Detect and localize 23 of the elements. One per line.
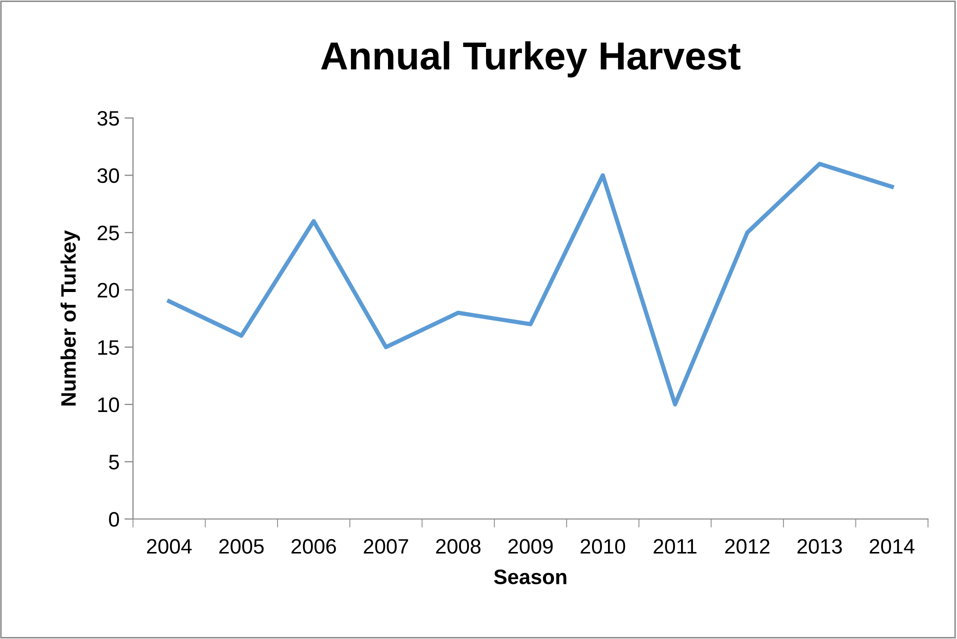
x-tick-label: 2006 <box>292 538 336 554</box>
y-tick-label: 0 <box>109 512 119 527</box>
y-tick-label: 35 <box>97 111 119 126</box>
x-tick-label: 2011 <box>654 538 696 554</box>
chart-title: Annual Turkey Harvest <box>321 41 740 78</box>
y-tick-label: 10 <box>98 397 119 412</box>
x-tick-label: 2008 <box>436 538 480 554</box>
y-tick-label: 15 <box>98 340 119 355</box>
x-axis-title: Season <box>494 570 566 584</box>
x-tick-label: 2007 <box>364 538 408 554</box>
y-tick-label: 25 <box>98 226 119 240</box>
y-tick-label: 20 <box>98 282 119 298</box>
x-tick-label: 2004 <box>147 538 192 554</box>
x-tick-label: 2014 <box>870 538 914 554</box>
x-tick-label: 2010 <box>580 538 626 554</box>
x-tick-label: 2012 <box>725 538 770 554</box>
x-tick-label: 2009 <box>508 538 553 554</box>
x-tick-label: 2013 <box>797 538 842 554</box>
y-tick-label: 5 <box>109 454 119 470</box>
line-series <box>167 162 894 407</box>
y-axis-title: Number of Turkey <box>60 230 80 406</box>
x-tick-label: 2005 <box>219 538 264 554</box>
y-tick-label: 30 <box>97 168 119 184</box>
